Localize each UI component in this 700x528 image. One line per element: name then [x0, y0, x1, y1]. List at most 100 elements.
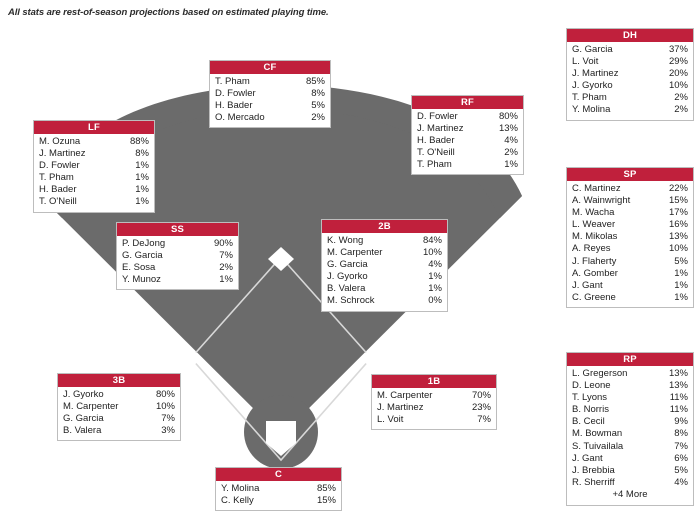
player-name: D. Fowler — [417, 111, 458, 122]
player-row[interactable]: J. Gyorko 1% — [327, 271, 442, 283]
player-row[interactable]: J. Gant 6% — [572, 453, 688, 465]
player-row[interactable]: M. Carpenter 10% — [63, 401, 175, 413]
player-row[interactable]: J. Gant 1% — [572, 280, 688, 292]
player-list-dh: G. Garcia 37% L. Voit 29% J. Martinez 20… — [567, 42, 693, 120]
player-row[interactable]: T. O'Neill 2% — [417, 147, 518, 159]
player-row[interactable]: H. Bader 1% — [39, 184, 149, 196]
depth-box-lf[interactable]: LF M. Ozuna 88% J. Martinez 8% D. Fowler… — [33, 120, 155, 213]
player-row[interactable]: B. Valera 1% — [327, 283, 442, 295]
player-row[interactable]: J. Martinez 20% — [572, 68, 688, 80]
player-row[interactable]: L. Gregerson 13% — [572, 368, 688, 380]
player-row[interactable]: C. Martinez 22% — [572, 183, 688, 195]
player-row[interactable]: T. Pham 85% — [215, 76, 325, 88]
show-more-link[interactable]: +4 More — [612, 488, 648, 500]
depth-box-ss[interactable]: SS P. DeJong 90% G. Garcia 7% E. Sosa 2%… — [116, 222, 239, 291]
player-row[interactable]: J. Martinez 8% — [39, 148, 149, 160]
player-row[interactable]: S. Tuivailala 7% — [572, 441, 688, 453]
player-share: 1% — [674, 279, 688, 291]
player-row[interactable]: D. Fowler 1% — [39, 160, 149, 172]
player-share: 1% — [504, 159, 518, 171]
player-row[interactable]: M. Carpenter 70% — [377, 390, 491, 402]
player-row[interactable]: L. Voit 7% — [377, 414, 491, 426]
player-row[interactable]: T. Pham 1% — [417, 159, 518, 171]
player-row[interactable]: K. Wong 84% — [327, 235, 442, 247]
position-label-dh: DH — [567, 29, 693, 42]
player-row[interactable]: B. Cecil 9% — [572, 416, 688, 428]
depth-box-rp[interactable]: RP L. Gregerson 13% D. Leone 13% T. Lyon… — [566, 352, 694, 506]
player-row[interactable]: E. Sosa 2% — [122, 262, 233, 274]
player-row[interactable]: D. Leone 13% — [572, 380, 688, 392]
depth-box-c[interactable]: C Y. Molina 85% C. Kelly 15% — [215, 467, 342, 512]
player-row[interactable]: A. Reyes 10% — [572, 243, 688, 255]
player-row[interactable]: B. Norris 11% — [572, 404, 688, 416]
player-row[interactable]: G. Garcia 7% — [63, 413, 175, 425]
player-name: D. Fowler — [215, 88, 256, 100]
player-row[interactable]: M. Schrock 0% — [327, 295, 442, 307]
player-row[interactable]: R. Sherriff 4% — [572, 477, 688, 489]
player-row[interactable]: M. Bowman 8% — [572, 428, 688, 440]
player-name: J. Martinez — [417, 123, 464, 135]
player-row[interactable]: O. Mercado 2% — [215, 112, 325, 124]
player-name: A. Wainwright — [572, 195, 631, 207]
player-share: 23% — [471, 402, 491, 414]
player-row[interactable]: Y. Munoz 1% — [122, 274, 233, 286]
player-name: J. Gyorko — [63, 389, 104, 400]
player-row[interactable]: J. Martinez 23% — [377, 402, 491, 414]
player-name: R. Sherriff — [572, 476, 615, 488]
player-row[interactable]: P. DeJong 90% — [122, 238, 233, 250]
player-row[interactable]: D. Fowler 8% — [215, 88, 325, 100]
player-row[interactable]: B. Valera 3% — [63, 425, 175, 437]
depth-box-cf[interactable]: CF T. Pham 85% D. Fowler 8% H. Bader 5% … — [209, 60, 331, 129]
player-row[interactable]: G. Garcia 37% — [572, 44, 688, 56]
player-row[interactable]: D. Fowler 80% — [417, 111, 518, 123]
position-label-c: C — [216, 468, 341, 481]
player-row[interactable]: T. Lyons 11% — [572, 392, 688, 404]
player-row[interactable]: T. O'Neill 1% — [39, 196, 149, 208]
depth-box-3b[interactable]: 3B J. Gyorko 80% M. Carpenter 10% G. Gar… — [57, 373, 181, 442]
player-share: 16% — [668, 219, 688, 231]
player-row[interactable]: G. Garcia 4% — [327, 259, 442, 271]
player-row[interactable]: J. Gyorko 80% — [63, 389, 175, 401]
player-name: M. Ozuna — [39, 136, 81, 147]
player-row[interactable]: L. Weaver 16% — [572, 219, 688, 231]
player-row[interactable]: J. Gyorko 10% — [572, 80, 688, 92]
player-row[interactable]: H. Bader 4% — [417, 135, 518, 147]
player-row[interactable]: M. Ozuna 88% — [39, 136, 149, 148]
player-name: J. Martinez — [572, 68, 619, 80]
player-name: L. Voit — [572, 56, 599, 68]
player-row[interactable]: C. Greene 1% — [572, 292, 688, 304]
player-share: 1% — [135, 160, 149, 172]
player-row[interactable]: G. Garcia 7% — [122, 250, 233, 262]
player-share: 10% — [668, 80, 688, 92]
depth-box-sp[interactable]: SP C. Martinez 22% A. Wainwright 15% M. … — [566, 167, 694, 308]
position-label-rp: RP — [567, 353, 693, 366]
player-list-ss: P. DeJong 90% G. Garcia 7% E. Sosa 2% Y.… — [117, 236, 238, 289]
player-row[interactable]: T. Pham 2% — [572, 92, 688, 104]
player-list-1b: M. Carpenter 70% J. Martinez 23% L. Voit… — [372, 388, 496, 429]
player-row[interactable]: L. Voit 29% — [572, 56, 688, 68]
player-share: 1% — [428, 283, 442, 295]
player-row[interactable]: Y. Molina 2% — [572, 104, 688, 116]
player-row[interactable]: M. Wacha 17% — [572, 207, 688, 219]
player-row[interactable]: A. Wainwright 15% — [572, 195, 688, 207]
player-row[interactable]: J. Martinez 13% — [417, 123, 518, 135]
player-row[interactable]: A. Gomber 1% — [572, 268, 688, 280]
player-row[interactable]: C. Kelly 15% — [221, 495, 336, 507]
depth-box-1b[interactable]: 1B M. Carpenter 70% J. Martinez 23% L. V… — [371, 374, 497, 431]
player-name: T. Lyons — [572, 392, 608, 404]
player-row[interactable]: Y. Molina 85% — [221, 483, 336, 495]
player-name: J. Gyorko — [572, 80, 613, 92]
player-row[interactable]: J. Brebbia 5% — [572, 465, 688, 477]
depth-box-dh[interactable]: DH G. Garcia 37% L. Voit 29% J. Martinez… — [566, 28, 694, 121]
player-share: 0% — [428, 295, 442, 307]
player-row[interactable]: T. Pham 1% — [39, 172, 149, 184]
player-share: 7% — [674, 440, 688, 452]
player-name: J. Gyorko — [327, 271, 368, 283]
depth-box-rf[interactable]: RF D. Fowler 80% J. Martinez 13% H. Bade… — [411, 95, 524, 176]
player-row[interactable]: M. Mikolas 13% — [572, 231, 688, 243]
player-row[interactable]: H. Bader 5% — [215, 100, 325, 112]
depth-box-2b[interactable]: 2B K. Wong 84% M. Carpenter 10% G. Garci… — [321, 219, 448, 312]
player-row[interactable]: J. Flaherty 5% — [572, 256, 688, 268]
player-name: O. Mercado — [215, 112, 265, 124]
player-row[interactable]: M. Carpenter 10% — [327, 247, 442, 259]
